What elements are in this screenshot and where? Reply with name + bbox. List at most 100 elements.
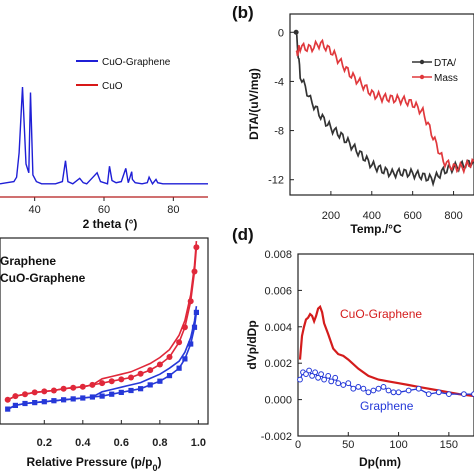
- panel-d-y-tick-label-3: 0.002: [264, 358, 292, 370]
- panel-c-point-graphene: [12, 402, 18, 408]
- panel-d-point-graphene: [380, 384, 387, 390]
- panel-d-point-graphene: [471, 391, 474, 397]
- panel-d-point-graphene: [425, 391, 432, 398]
- panel-c-point-cuo-graphene: [4, 396, 11, 403]
- panel-c-point-cuo-graphene: [99, 380, 106, 387]
- legend-label-graphene-c: Graphene: [0, 254, 56, 268]
- panel-d-point-graphene: [340, 382, 347, 388]
- panel-c-point-graphene: [138, 386, 144, 392]
- panel-d-point-graphene: [309, 373, 316, 379]
- panel-c-point-graphene: [182, 356, 188, 362]
- panel-c-x-label: Relative Pressure (p/p0): [26, 455, 161, 473]
- panel-d-x-tick-label-3: 150: [440, 439, 458, 451]
- panel-c-x-tick-label-0: 0.2: [37, 437, 52, 449]
- panel-d-x-label: Dp(nm): [359, 455, 401, 469]
- panel-d-point-graphene: [390, 389, 397, 396]
- panel-d-point-graphene: [332, 374, 339, 381]
- panel-d-point-graphene: [321, 376, 328, 383]
- panel-c-point-graphene: [22, 400, 28, 407]
- legend-label-cuo-graphene-d: CuO-Graphene: [340, 307, 422, 321]
- panel-c-point-cuo-graphene: [166, 354, 173, 360]
- panel-d-point-graphene: [312, 369, 319, 376]
- panel-b-x-label: Temp./°C: [350, 222, 402, 236]
- panel-b: (b) 200 400 600 800 0 -4 -8 -12 DTA/ Mass DTA/(…: [232, 3, 474, 236]
- panel-c-point-cuo-graphene: [108, 378, 115, 385]
- panel-d-point-graphene: [435, 389, 442, 396]
- panel-d-point-graphene: [318, 371, 325, 378]
- panel-c-point-graphene: [89, 394, 95, 400]
- panel-c-point-cuo-graphene: [128, 374, 134, 381]
- panel-c-point-graphene: [80, 395, 86, 401]
- panel-c-point-graphene: [51, 398, 57, 404]
- panel-c-x-tick-label-3: 0.8: [152, 437, 167, 449]
- panel-c-point-cuo-graphene: [191, 268, 198, 275]
- panel-c-point-cuo-graphene: [147, 367, 154, 374]
- panel-c-point-cuo-graphene: [50, 387, 57, 394]
- panel-a-x-tick-label-0: 40: [29, 204, 41, 216]
- legend-label-cuo-graphene: CuO-Graphene: [102, 57, 171, 68]
- panel-c-point-graphene: [166, 373, 173, 379]
- panel-c-point-graphene: [157, 378, 163, 384]
- legend-label-cuo-graphene-c: CuO-Graphene: [0, 271, 86, 285]
- panel-d-point-graphene: [461, 391, 467, 398]
- panel-c-point-graphene: [32, 400, 38, 406]
- panel-a-x-tick-label-2: 80: [167, 204, 179, 216]
- panel-b-x-tick-label-1: 400: [363, 210, 381, 222]
- legend-label-graphene-d: Graphene: [360, 399, 414, 413]
- panel-c-point-cuo-graphene: [70, 384, 77, 391]
- panel-c-point-cuo-graphene: [118, 376, 125, 383]
- panel-d-point-graphene: [335, 380, 342, 387]
- panel-b-y-tick-label-1: -4: [274, 76, 284, 88]
- panel-d-point-graphene: [415, 385, 422, 392]
- legend-label-mass: Mass: [434, 73, 458, 84]
- panel-c-point-graphene: [109, 391, 115, 397]
- panel-c-point-graphene: [188, 341, 194, 347]
- panel-b-x-tick-label-0: 200: [322, 210, 340, 222]
- panel-d-point-graphene: [325, 373, 332, 379]
- panel-d-point-graphene: [328, 378, 335, 385]
- panel-b-y-tick-label-0: 0: [278, 27, 284, 39]
- panel-c-point-graphene: [70, 396, 76, 402]
- panel-d-point-graphene: [355, 384, 362, 390]
- panel-c-point-graphene: [176, 365, 182, 371]
- panel-c-frame: [0, 237, 209, 425]
- panel-c-series-graphene-desorption: [7, 306, 198, 410]
- panel-c-point-graphene: [99, 393, 105, 399]
- panel-c-point-cuo-graphene: [22, 391, 28, 398]
- panel-c-point-cuo-graphene: [176, 339, 183, 346]
- legend-marker-mass: [419, 74, 425, 80]
- panel-d-x-tick-label-0: 0: [295, 439, 301, 451]
- panel-a-series-cuo-graphene: [0, 86, 208, 186]
- panel-d-y-tick-label-2: 0.004: [264, 322, 292, 334]
- panel-b-y-tick-label-3: -12: [268, 175, 284, 187]
- panel-c-point-graphene: [191, 324, 198, 330]
- panel-c-x-tick-label-4: 1.0: [191, 437, 206, 449]
- panel-d-point-graphene: [446, 391, 452, 398]
- panel-d-point-graphene: [306, 367, 313, 374]
- panel-c-point-cuo-graphene: [12, 393, 19, 400]
- panel-d-x-tick-label-1: 50: [342, 439, 354, 451]
- panel-d-point-graphene: [303, 371, 309, 378]
- panel-c-point-graphene: [61, 397, 67, 403]
- panel-d-point-graphene: [365, 389, 372, 396]
- panel-b-y-tick-label-2: -8: [274, 126, 284, 138]
- panel-b-series-dta-: [295, 32, 474, 188]
- panel-a-x-label: 2 theta (°): [83, 217, 138, 231]
- panel-d-point-graphene: [350, 385, 357, 392]
- panel-c-point-graphene: [41, 399, 47, 405]
- panel-d-point-graphene: [297, 376, 303, 383]
- panel-b-x-tick-label-2: 600: [403, 210, 421, 222]
- panel-c-point-graphene: [147, 382, 153, 388]
- panel-c-series-cuo-graphene-desorption: [7, 241, 198, 401]
- panel-b-y-label: DTA/(uV/mg): [247, 68, 261, 140]
- panel-c: 0.2 0.4 0.6 0.8 1.0 Graphene CuO-Graphene Re…: [0, 237, 209, 473]
- panel-b-start-point: [293, 29, 299, 35]
- panel-d-x-tick-label-2: 100: [389, 439, 407, 451]
- panel-d-y-tick-label-1: 0.006: [264, 285, 292, 297]
- panel-label-d: (d): [232, 225, 254, 244]
- panel-d-point-graphene: [385, 387, 392, 394]
- panel-d-point-graphene: [370, 387, 377, 394]
- panel-c-point-cuo-graphene: [41, 388, 48, 395]
- panel-c-point-graphene: [5, 406, 11, 412]
